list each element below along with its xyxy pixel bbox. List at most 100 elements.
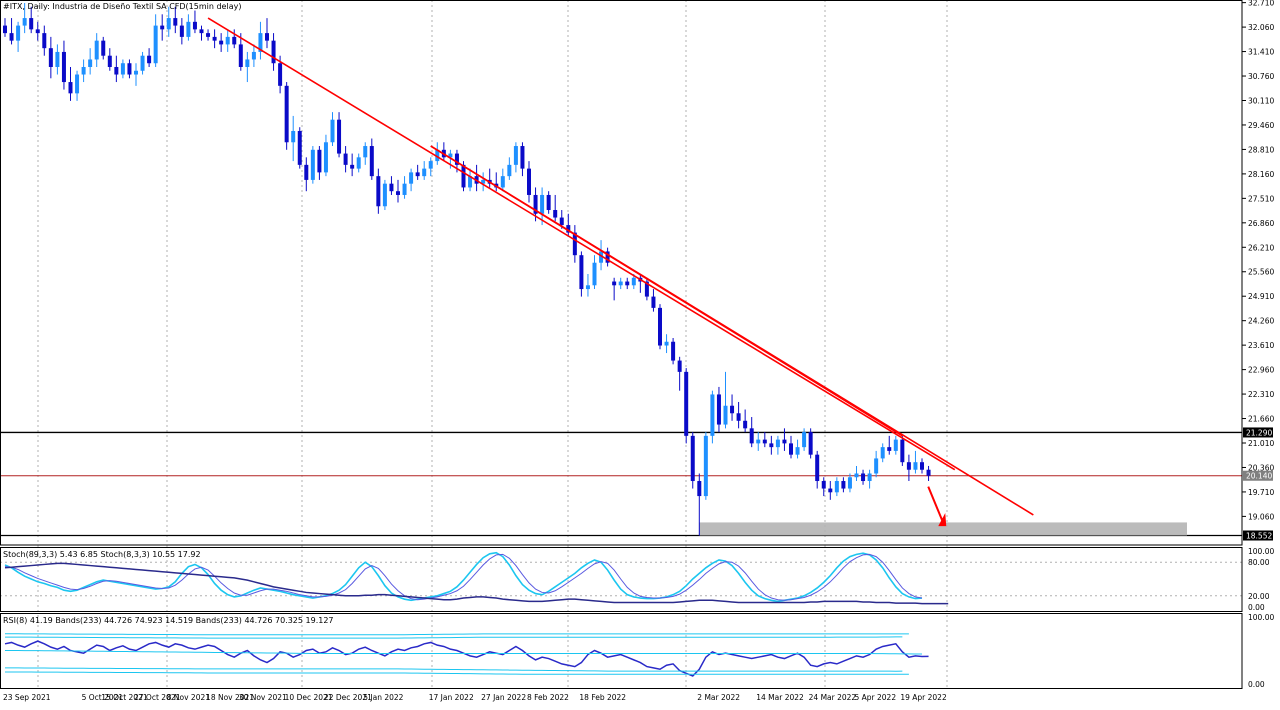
candle-body [585,285,590,290]
y-tick-label: 26.860 [1248,219,1274,228]
trendlines [207,17,1034,527]
candle-body [369,146,374,177]
stoch-title: Stoch(89,3,3) 5.43 6.85 Stoch(8,3,3) 10.… [3,550,201,559]
candle-body [225,36,230,45]
trendline [430,145,903,437]
candle-body [756,439,761,444]
candle-body [847,477,852,489]
candle-body [265,33,269,41]
candle-body [42,33,47,49]
candle-body [631,277,636,286]
price-tag-current [1243,470,1273,481]
x-tick-label: 17 Jan 2022 [429,693,474,702]
candle-body [238,44,243,67]
candle-body [454,153,459,165]
candle-body [861,473,866,482]
y-tick-label: 25.560 [1248,268,1274,277]
y-tick-label: 24.910 [1248,292,1274,301]
price-tag-resistance [1243,427,1273,438]
candle-body [435,149,440,162]
rsi-tick-label: 100.00 [1248,613,1274,622]
candle-body [160,25,165,30]
candle-body [481,179,486,184]
candle-body [566,225,571,233]
candle-body [795,447,800,455]
candle-body [893,439,898,451]
y-tick-label: 19.710 [1248,488,1274,497]
x-tick-label: 8 Feb 2022 [527,693,569,702]
candle-body [658,307,662,346]
y-tick-label: 30.110 [1248,96,1274,105]
candle-body [533,194,538,214]
candle-body [730,405,735,414]
candle-body [782,439,787,444]
x-tick-label: 19 Apr 2022 [900,693,947,702]
y-tick-label: 26.210 [1248,243,1274,252]
candle-body [559,217,564,226]
candle-body [199,29,204,34]
candle-body [3,25,7,34]
x-tick-label: 23 Sep 2021 [3,693,51,702]
y-tick-label: 23.610 [1248,341,1274,350]
y-tick-label: 22.960 [1248,366,1274,375]
candle-body [166,18,171,30]
candle-body [107,55,112,67]
candle-body [448,153,453,158]
candle-body [127,63,132,75]
candle-body [874,458,879,474]
candle-body [716,394,721,425]
candle-body [461,164,466,188]
candle-body [703,435,708,497]
candle-body [625,281,630,286]
candle-body [762,439,767,444]
candle-body [769,443,774,448]
candle-body [356,157,361,169]
rsi-tick-label: 0.00 [1248,680,1265,689]
candle-body [841,481,846,489]
price-levels [0,431,1242,537]
x-tick-label: 18 Nov 2021 [206,693,254,702]
stoch-line [4,562,949,605]
candle-body [913,462,918,470]
candle-body [815,454,820,482]
candle-body [153,25,158,64]
y-tick-label: 21.010 [1248,439,1274,448]
y-tick-label: 27.510 [1248,194,1274,203]
x-tick-label: 14 Mar 2022 [756,693,804,702]
candle-body [343,153,348,165]
candle-body [245,59,250,67]
candle-body [120,63,125,75]
x-tick-label: 2 Mar 2022 [697,693,740,702]
candle-body [880,447,885,459]
candle-body [592,262,597,286]
main-pane-frame [0,0,1243,546]
support-zone [699,522,1187,536]
candle-body [546,194,551,211]
rsi-pane-frame [0,613,1243,689]
candle-body [212,36,217,41]
candle-body [664,341,669,346]
candle-body [330,119,335,143]
candle-body [710,394,715,436]
stoch-pane-frame [0,547,1243,612]
candle-body [409,172,414,184]
candle-body [612,281,617,286]
candle-body [61,51,66,83]
x-tick-label: 27 Jan 2022 [481,693,526,702]
candle-body [68,82,73,94]
price-label-low: 18.552 [1246,532,1272,541]
candle-body [186,21,191,37]
symbol-title: #ITX, Daily: Industria de Diseño Textil … [3,2,242,11]
candle-body [415,172,420,177]
candle-body [605,251,610,263]
price-label-resistance: 21.290 [1246,428,1272,437]
candle-body [854,473,859,478]
candle-body [468,176,473,188]
x-tick-label: 24 Mar 2022 [809,693,857,702]
candle-body [697,481,702,497]
candle-body [920,462,924,470]
candle-body [271,40,276,64]
